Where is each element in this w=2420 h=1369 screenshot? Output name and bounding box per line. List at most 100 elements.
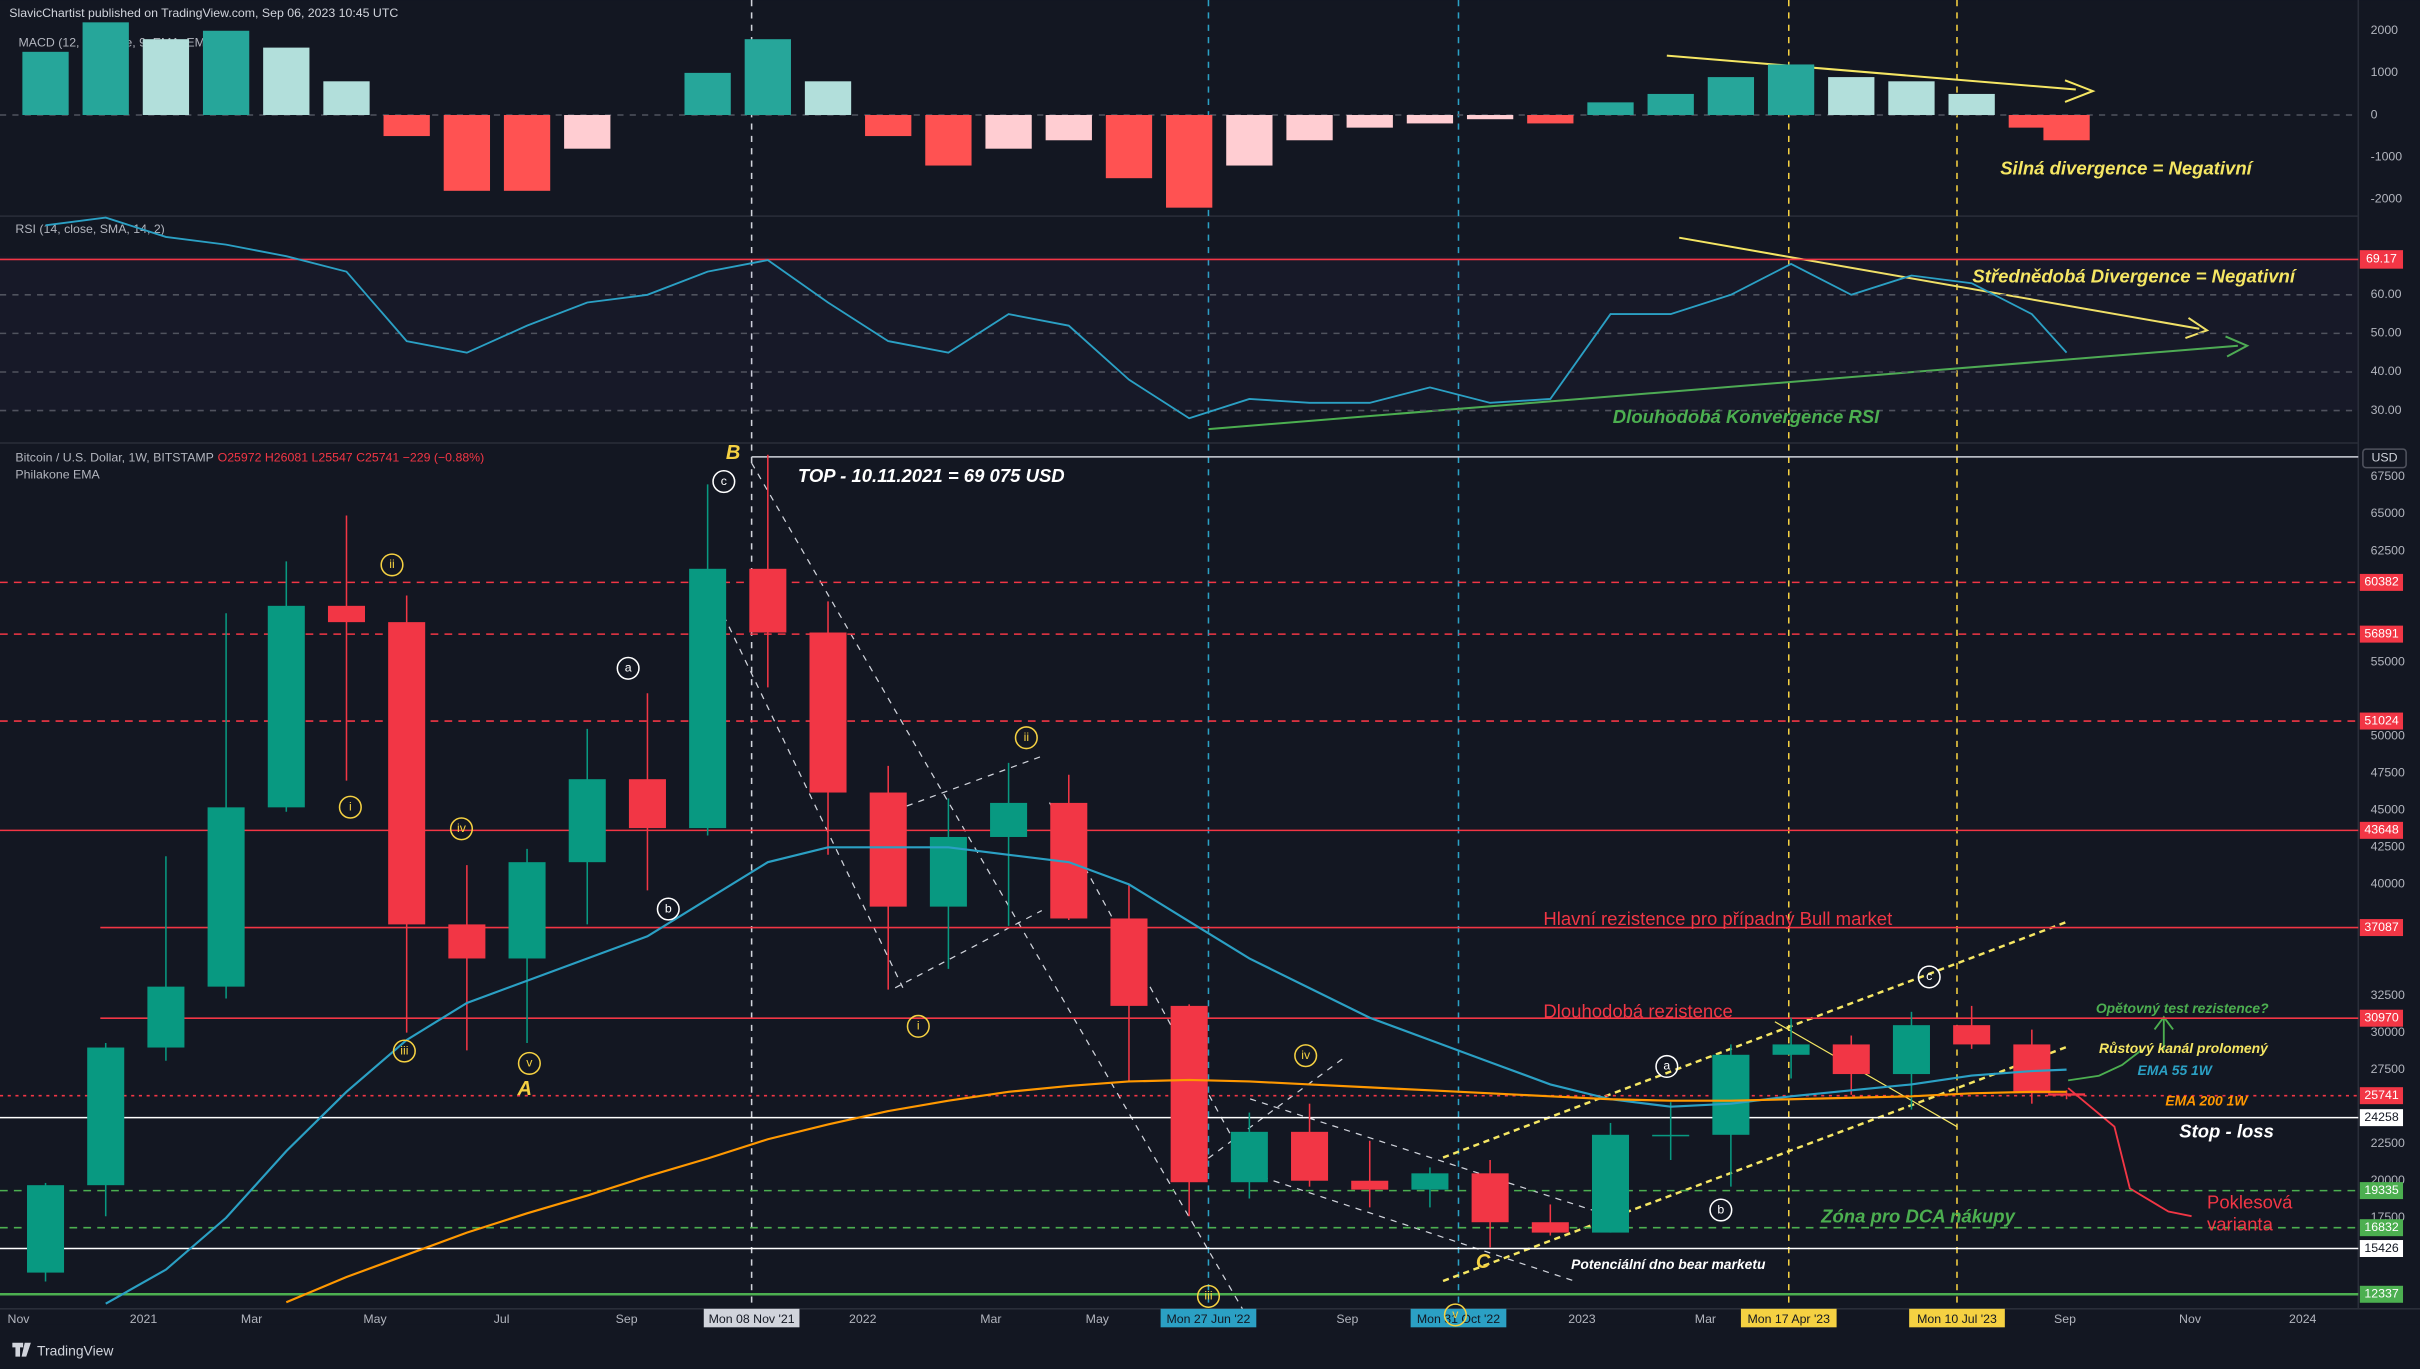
candle-body xyxy=(448,924,486,959)
y-tick-label: 55000 xyxy=(2371,654,2405,668)
wave-label: i xyxy=(917,1019,920,1033)
wave-label: c xyxy=(721,474,727,488)
macd-bar xyxy=(804,81,852,116)
channel-line xyxy=(1442,1045,2069,1283)
macd-bar xyxy=(1466,115,1514,120)
arrow xyxy=(2153,1015,2174,1030)
wave-circle xyxy=(1196,1284,1221,1309)
trend-line xyxy=(1208,344,2238,431)
level-box xyxy=(2359,821,2404,839)
wave-circle xyxy=(392,1039,416,1063)
annotation: Opětovný test rezistence? xyxy=(2096,1000,2269,1016)
wave-label: ii xyxy=(1024,730,1029,744)
wave-circle xyxy=(1917,965,1941,989)
y-tick-label: 0 xyxy=(2371,107,2378,121)
y-tick-label: 42500 xyxy=(2371,840,2405,854)
wave-circle xyxy=(1655,1054,1679,1079)
y-tick-label: -1000 xyxy=(2371,149,2403,163)
macd-bar xyxy=(1767,64,1815,116)
wave-label: a xyxy=(625,661,632,675)
x-tick-label: Mon 10 Jul '23 xyxy=(1917,1312,1997,1326)
ohlc-legend: O25972 H26081 L25547 C25741 −229 (−0.88%… xyxy=(218,451,485,465)
annotation: Potenciální dno bear marketu xyxy=(1571,1256,1766,1272)
candle-body xyxy=(1471,1173,1509,1223)
level-label: 16832 xyxy=(2364,1220,2398,1234)
macd-bar xyxy=(2043,115,2090,141)
x-tick-label: Mar xyxy=(980,1312,1001,1326)
line xyxy=(45,216,2068,420)
candle-body xyxy=(568,779,606,863)
level-label: 43648 xyxy=(2364,823,2398,837)
x-highlight xyxy=(1909,1308,2005,1328)
x-tick-label: Mon 27 Jun '22 xyxy=(1166,1312,1250,1326)
macd-bar xyxy=(383,115,430,137)
candle-body xyxy=(749,568,787,633)
level-label: 51024 xyxy=(2364,713,2398,727)
macd-bar xyxy=(1346,115,1393,128)
candle-body xyxy=(87,1047,125,1186)
wave-label: c xyxy=(1926,969,1932,983)
level-box xyxy=(2359,1009,2404,1027)
candle-body xyxy=(27,1185,65,1273)
macd-bar xyxy=(263,47,310,116)
candle-body xyxy=(2048,1093,2086,1096)
macd-bar xyxy=(82,22,129,116)
logo xyxy=(12,1342,31,1357)
candle-body xyxy=(327,605,366,623)
trend-line xyxy=(1679,236,2200,330)
wave-circle xyxy=(1709,1198,1733,1222)
wave-label: i xyxy=(349,799,352,813)
wave-label: C xyxy=(1476,1251,1491,1273)
x-highlight xyxy=(1410,1308,1507,1328)
candle-body xyxy=(1531,1222,1569,1233)
candle-body xyxy=(1591,1134,1630,1233)
macd-bar xyxy=(1406,115,1454,124)
macd-bar xyxy=(1707,77,1755,116)
y-tick-label: 47500 xyxy=(2371,766,2405,780)
x-tick-label: Sep xyxy=(2054,1312,2076,1326)
level-box xyxy=(2359,712,2404,730)
annotation: Růstový kanál prolomený xyxy=(2099,1040,2269,1056)
macd-bar xyxy=(202,30,250,116)
level-label: 60382 xyxy=(2364,575,2398,589)
level-label: 19335 xyxy=(2364,1183,2398,1197)
level-box xyxy=(2359,1285,2404,1303)
level-box xyxy=(2359,1240,2404,1257)
trend-line xyxy=(1666,54,2076,91)
indicator-legend: Philakone EMA xyxy=(15,468,100,482)
x-tick-label: 2021 xyxy=(130,1312,158,1326)
wave-label: a xyxy=(1663,1059,1670,1073)
x-tick-label: Mon 31 Oct '22 xyxy=(1417,1312,1500,1326)
wave-label: iii xyxy=(1204,1289,1212,1303)
arrow xyxy=(2064,79,2096,103)
candle-body xyxy=(1772,1044,1810,1055)
macd-bar xyxy=(443,115,491,191)
wave-circle xyxy=(616,656,640,680)
wave-circle xyxy=(1294,1044,1318,1068)
level-label: 24258 xyxy=(2364,1110,2398,1124)
macd-bar xyxy=(1647,93,1694,116)
candle-body xyxy=(1110,918,1148,1006)
candle-body xyxy=(869,792,907,907)
annotation: varianta xyxy=(2207,1213,2274,1234)
x-tick-label: 2024 xyxy=(2289,1312,2317,1326)
level-box xyxy=(2359,919,2404,937)
wave-channel xyxy=(894,910,1043,989)
macd-bar xyxy=(1948,93,1995,116)
macd-bar xyxy=(1888,81,1935,116)
price-legend: Bitcoin / U.S. Dollar, 1W, BITSTAMP xyxy=(15,451,213,465)
macd-bar xyxy=(925,115,972,166)
wave-channel xyxy=(751,462,1243,1310)
level-box xyxy=(2359,625,2404,643)
y-tick-label: 50.00 xyxy=(2371,326,2402,340)
wave-label: iii xyxy=(400,1043,408,1057)
x-tick-label: 2022 xyxy=(849,1312,877,1326)
macd-bar xyxy=(1828,77,1875,116)
level-box xyxy=(2359,1182,2404,1200)
wave-circle xyxy=(1443,1303,1467,1327)
x-highlight xyxy=(703,1308,800,1328)
macd-bar xyxy=(564,115,611,149)
footer-bar xyxy=(0,1324,2420,1369)
